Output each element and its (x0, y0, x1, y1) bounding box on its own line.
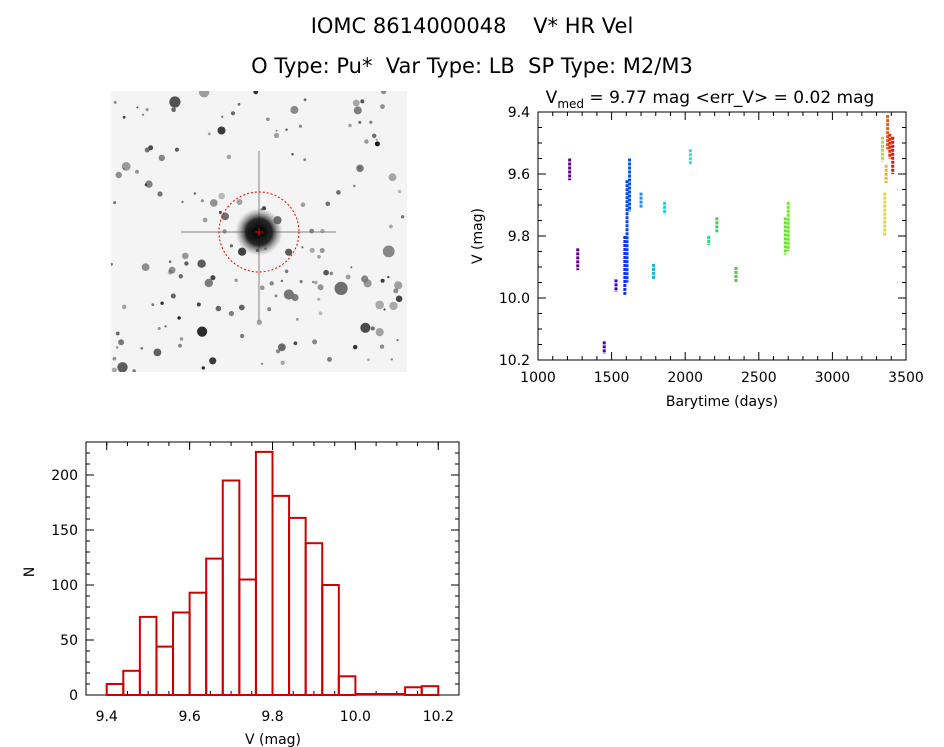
histogram-bar (321, 584, 340, 696)
histogram-bar (172, 611, 191, 696)
field-stars (111, 91, 405, 372)
histogram-bar (221, 479, 241, 696)
light-curve-x-tick-label: 1500 (594, 370, 630, 386)
histogram-y-tick-label: 150 (51, 523, 78, 539)
light-curve-x-tick-label: 2000 (667, 370, 703, 386)
histogram-x-tick-label: 9.8 (261, 709, 283, 725)
light-curve-x-tick-label: 3000 (815, 370, 851, 386)
light-curve-y-tick-label: 9.8 (508, 229, 530, 245)
light-curve-y-tick-label: 10.2 (499, 353, 530, 369)
histogram-bar (271, 494, 291, 697)
histogram-x-tick-label: 10.2 (423, 709, 454, 725)
histogram-y-tick-label: 50 (60, 633, 78, 649)
histogram-bar (122, 669, 141, 697)
histogram-bar (288, 516, 307, 697)
light-curve-series (568, 115, 895, 354)
light-curve-x-tick-label: 1000 (520, 370, 556, 386)
histogram-bar (254, 450, 274, 697)
histogram-bar (205, 557, 224, 696)
histogram-y-tick-label: 200 (51, 468, 78, 484)
histogram-y-label: N (22, 567, 38, 577)
histogram-x-label: V (mag) (245, 732, 301, 747)
plot-title-line-1: IOMC 8614000048 V* HR Vel (310, 14, 634, 38)
title-median-text: = 9.77 mag <err_V> = 0.02 mag (584, 88, 874, 108)
histogram-bar (404, 686, 423, 696)
histogram-bar (420, 685, 440, 697)
light-curve-frame (537, 111, 907, 361)
plot-title-line-2: O Type: Pu* Var Type: LB SP Type: M2/M3 (251, 54, 693, 78)
histogram-bar (105, 683, 125, 696)
histogram-bar (337, 675, 357, 697)
title-v-symbol: V (546, 88, 558, 108)
light-curve-x-tick-label: 2500 (741, 370, 777, 386)
light-curve-y-tick-label: 9.6 (508, 167, 530, 183)
histogram-bars (105, 450, 440, 697)
histogram-bar (138, 615, 158, 696)
light-curve-y-label: V (mag) (470, 208, 486, 264)
histogram-bar (155, 645, 175, 697)
histogram-chart: 9.4 9.6 9.8 10.0 10.2 0 50 100 150 200 V (mag) N (22, 441, 460, 747)
light-curve-x-label: Barytime (days) (666, 394, 778, 410)
histogram-bar (188, 591, 208, 696)
histogram-x-tick-label: 9.4 (96, 709, 118, 725)
light-curve-chart: Vmed = 9.77 mag <err_V> = 0.02 mag 1000 1… (470, 88, 924, 410)
light-curve-y-tick-label: 10.0 (499, 291, 530, 307)
histogram-bar (238, 578, 257, 696)
histogram-x-tick-label: 9.6 (178, 709, 200, 725)
light-curve-title: Vmed = 9.77 mag <err_V> = 0.02 mag (546, 88, 875, 111)
light-curve-y-tick-label: 9.4 (508, 105, 530, 121)
light-curve-x-tick-label: 3500 (888, 370, 924, 386)
histogram-bar (304, 542, 324, 696)
star-field-image (111, 91, 407, 372)
title-med-subscript: med (557, 97, 584, 111)
histogram-y-tick-label: 100 (51, 578, 78, 594)
aperture-circle (218, 191, 300, 273)
histogram-x-tick-label: 10.0 (340, 709, 371, 725)
histogram-y-tick-label: 0 (69, 688, 78, 704)
